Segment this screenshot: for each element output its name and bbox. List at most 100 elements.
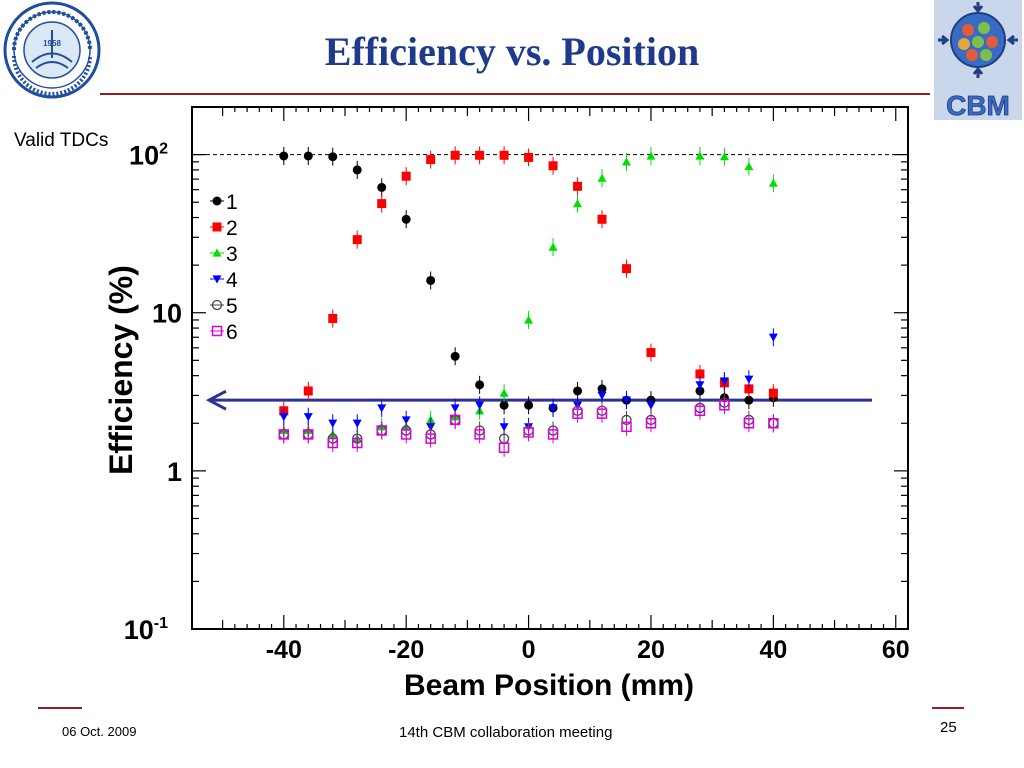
data-point-series-6 — [719, 399, 730, 411]
data-point-series-1 — [352, 165, 362, 175]
tick-labels: -40 -20 0 20 40 60 10-1 1 10 102 — [124, 141, 910, 664]
data-point-series-1 — [426, 275, 436, 285]
legend-label: 6 — [226, 321, 238, 344]
data-point-series-2 — [597, 214, 607, 224]
data-point-series-6 — [474, 429, 485, 440]
legend-marker — [212, 222, 222, 232]
legend-item-1: 1 — [210, 191, 238, 214]
title-divider — [100, 93, 930, 95]
legend-label: 5 — [226, 295, 238, 318]
data-point-series-6 — [645, 418, 657, 429]
seal-year: 1958 — [43, 39, 61, 48]
data-point-series-3 — [768, 178, 778, 187]
data-point-series-6 — [351, 437, 363, 449]
data-point-series-3 — [621, 157, 631, 166]
data-point-series-1 — [499, 400, 509, 410]
data-point-series-6 — [278, 429, 290, 440]
data-point-series-4 — [695, 381, 705, 390]
x-tick-label: 60 — [882, 636, 910, 664]
data-point-series-6 — [743, 418, 755, 429]
data-point-series-4 — [450, 404, 460, 413]
data-point-series-2 — [450, 150, 460, 160]
data-point-series-2 — [744, 384, 754, 394]
data-point-series-3 — [646, 151, 656, 160]
data-point-series-2 — [352, 235, 362, 245]
y-tick-label: 10 — [152, 299, 182, 329]
legend-item-4: 4 — [210, 269, 238, 292]
data-point-series-2 — [573, 181, 583, 191]
data-point-series-2 — [768, 388, 778, 398]
data-point-series-3 — [499, 388, 509, 397]
legend-marker — [211, 299, 223, 311]
data-point-series-4 — [646, 401, 656, 410]
slide-title: Efficiency vs. Position — [324, 29, 700, 74]
data-point-series-3 — [597, 173, 607, 182]
data-point-series-2 — [401, 171, 411, 181]
data-point-series-6 — [596, 408, 608, 419]
data-point-series-6 — [376, 425, 387, 436]
data-point-series-4 — [401, 416, 411, 425]
data-point-series-2 — [328, 313, 338, 323]
data-point-series-4 — [279, 413, 289, 422]
x-tick-label: 20 — [637, 636, 665, 664]
data-point-series-2 — [621, 264, 631, 274]
series-6 — [278, 396, 779, 457]
data-point-series-2 — [377, 199, 387, 209]
legend-label: 2 — [226, 217, 238, 240]
data-point-series-1 — [744, 395, 754, 405]
data-point-series-6 — [498, 442, 510, 454]
data-point-series-1 — [450, 351, 460, 361]
data-point-series-1 — [377, 182, 387, 192]
data-point-series-2 — [695, 369, 705, 379]
data-point-series-4 — [352, 419, 362, 428]
legend-label: 1 — [226, 191, 238, 214]
data-point-series-4 — [768, 333, 778, 342]
legend-marker — [212, 275, 222, 284]
data-point-series-1 — [475, 380, 485, 390]
x-tick-label: -20 — [388, 636, 424, 664]
y-axis-label: Efficiency (%) — [103, 265, 139, 475]
data-point-series-6 — [400, 429, 412, 440]
data-point-series-6 — [768, 418, 779, 429]
data-point-series-1 — [279, 151, 289, 161]
data-point-series-3 — [524, 315, 534, 324]
data-point-series-3 — [695, 151, 705, 160]
arrow-indicator — [205, 389, 872, 411]
data-point-series-1 — [328, 152, 338, 162]
x-axis-label: Beam Position (mm) — [404, 669, 694, 702]
data-point-series-2 — [548, 161, 558, 171]
data-point-series-4 — [621, 396, 631, 405]
data-point-series-4 — [597, 391, 607, 400]
data-point-series-4 — [719, 377, 729, 386]
data-point-series-2 — [475, 150, 485, 160]
cbm-logo-text: CBM — [946, 90, 1010, 120]
data-point-series-4 — [475, 401, 485, 410]
data-point-series-1 — [401, 214, 411, 224]
footer-rule-left — [38, 707, 82, 709]
x-tick-label: 40 — [759, 636, 787, 664]
data-point-series-4 — [499, 423, 509, 432]
x-tick-label: 0 — [522, 636, 536, 664]
y-tick-label: 1 — [167, 457, 182, 487]
data-point-series-3 — [719, 152, 729, 161]
data-point-series-1 — [303, 151, 313, 161]
data-point-series-6 — [694, 405, 706, 416]
legend-label: 4 — [226, 269, 238, 292]
data-point-series-4 — [328, 419, 338, 428]
data-point-series-6 — [303, 429, 314, 440]
y-tick-label: 10-1 — [124, 615, 168, 645]
valid-tdcs-label: Valid TDCs — [14, 130, 109, 151]
data-point-series-4 — [377, 404, 387, 413]
data-point-series-6 — [523, 427, 534, 438]
data-point-series-6 — [621, 421, 632, 433]
data-point-series-2 — [303, 386, 313, 396]
data-points — [278, 146, 779, 457]
data-point-series-4 — [303, 413, 313, 422]
footer-rule-right — [932, 707, 964, 709]
legend: 1 2 3 4 5 6 — [210, 191, 238, 344]
legend-marker — [211, 325, 223, 337]
legend-item-2: 2 — [210, 217, 238, 240]
data-point-series-4 — [548, 404, 558, 413]
data-point-series-6 — [425, 433, 436, 444]
